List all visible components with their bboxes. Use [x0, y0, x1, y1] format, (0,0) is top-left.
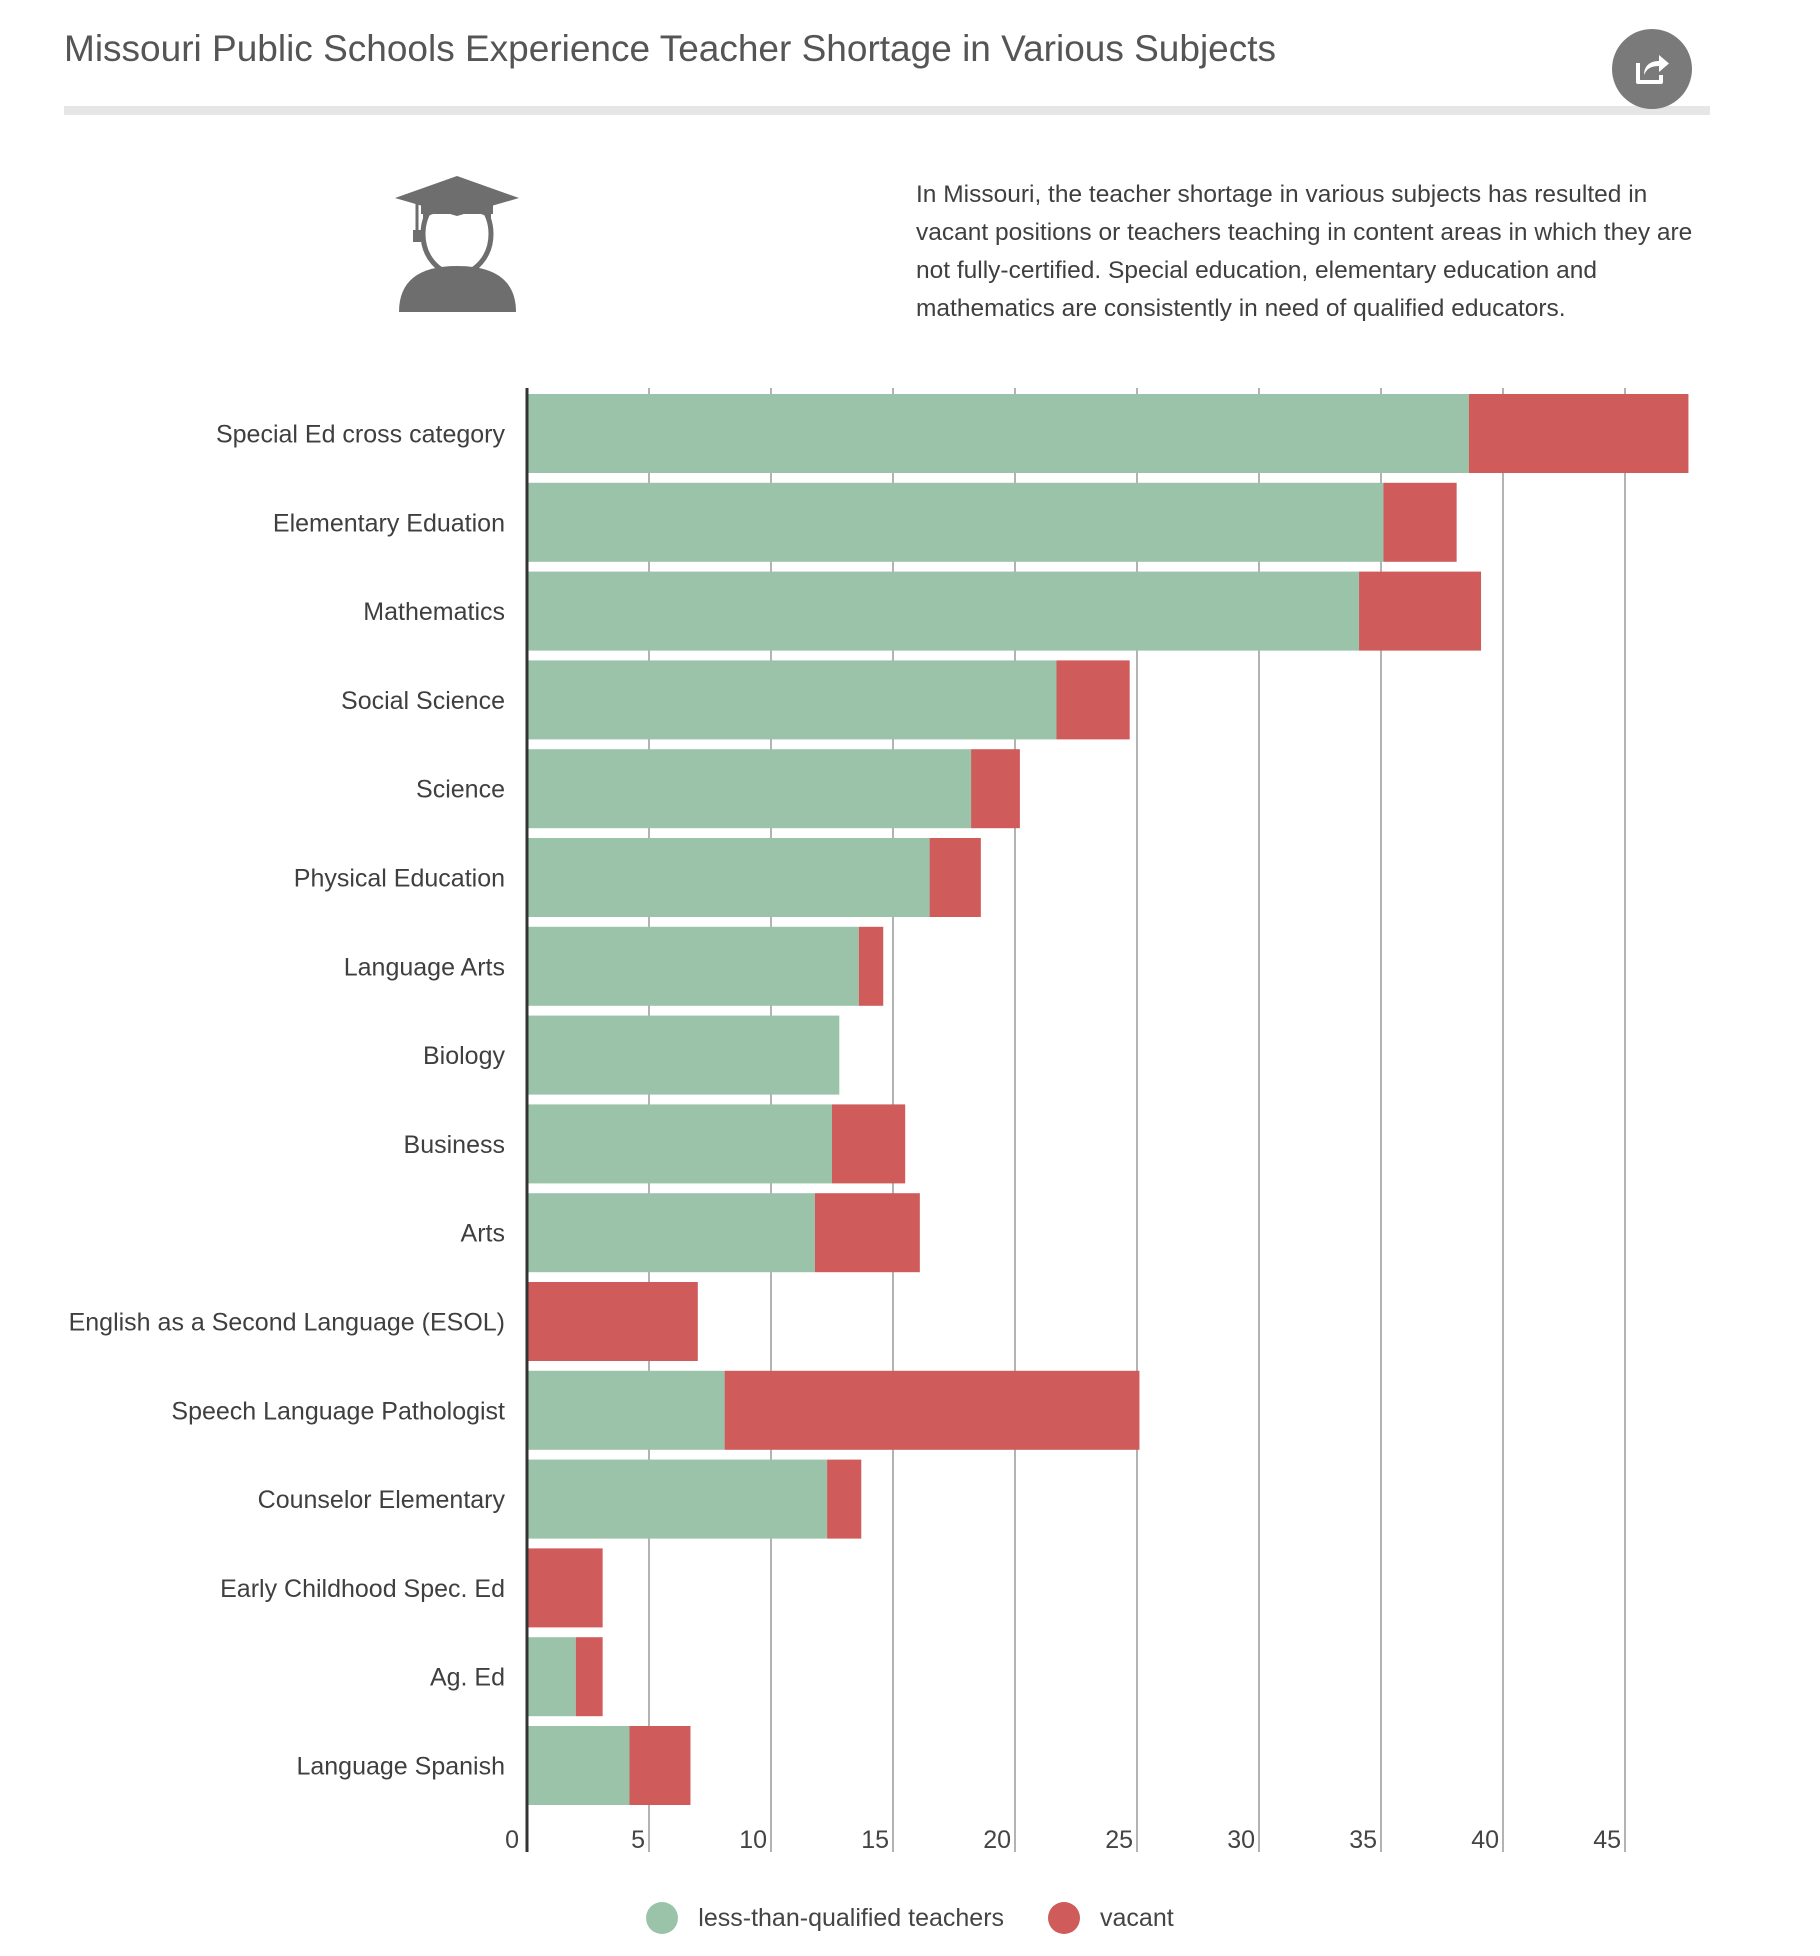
category-label: Counselor Elementary — [258, 1486, 506, 1514]
bar-vacant-14 — [575, 1637, 603, 1717]
bar-qualified-8 — [527, 1104, 832, 1184]
bar-vacant-15 — [629, 1726, 691, 1805]
category-label: Early Childhood Spec. Ed — [220, 1575, 505, 1603]
bar-qualified-1 — [527, 482, 1384, 562]
category-label: Business — [404, 1131, 505, 1159]
category-label: Arts — [461, 1220, 505, 1248]
x-tick-label: 40 — [1471, 1826, 1499, 1854]
bar-vacant-6 — [858, 926, 884, 1006]
x-tick-label: 15 — [861, 1826, 889, 1854]
legend-swatch-vacant — [1048, 1902, 1081, 1934]
x-tick-label: 20 — [983, 1826, 1011, 1854]
legend-item-qualified: less-than-qualified teachers — [646, 1902, 1004, 1934]
bar-qualified-11 — [527, 1370, 725, 1450]
bar-vacant-5 — [929, 838, 981, 917]
legend-label-qualified: less-than-qualified teachers — [698, 1903, 1005, 1932]
category-label: Biology — [423, 1042, 505, 1070]
legend-label-vacant: vacant — [1100, 1903, 1174, 1932]
category-label: English as a Second Language (ESOL) — [69, 1309, 505, 1337]
x-tick-label: 35 — [1349, 1826, 1377, 1854]
x-tick-label: 10 — [739, 1826, 767, 1854]
category-label: Elementary Eduation — [273, 509, 505, 537]
bar-qualified-9 — [527, 1193, 815, 1273]
bar-qualified-15 — [527, 1726, 630, 1805]
chart-legend: less-than-qualified teachers vacant — [0, 1902, 1820, 1934]
bar-qualified-12 — [527, 1459, 828, 1539]
category-label: Speech Language Pathologist — [171, 1397, 505, 1425]
category-label: Science — [416, 776, 505, 804]
x-tick-label: 25 — [1105, 1826, 1133, 1854]
title-divider — [64, 106, 1710, 115]
bar-vacant-12 — [827, 1459, 862, 1539]
bar-vacant-8 — [832, 1104, 906, 1184]
category-label: Language Spanish — [296, 1753, 505, 1781]
graduate-icon — [395, 176, 519, 312]
chart-title: Missouri Public Schools Experience Teach… — [64, 28, 1277, 69]
bar-vacant-2 — [1359, 571, 1482, 651]
bar-qualified-0 — [527, 394, 1469, 473]
bar-vacant-11 — [724, 1370, 1140, 1450]
x-tick-label: 0 — [505, 1826, 519, 1854]
bar-chart: Special Ed cross category Elementary Edua… — [69, 388, 1689, 1854]
x-tick-label: 30 — [1227, 1826, 1255, 1854]
bar-vacant-13 — [527, 1548, 603, 1628]
bar-qualified-7 — [527, 1015, 840, 1095]
x-tick-label: 45 — [1593, 1826, 1621, 1854]
legend-item-vacant: vacant — [1048, 1902, 1174, 1934]
bar-vacant-9 — [814, 1193, 920, 1273]
intro-text: In Missouri, the teacher shortage in var… — [916, 181, 1693, 322]
bar-qualified-4 — [527, 749, 972, 829]
x-tick-label: 5 — [631, 1826, 645, 1854]
category-label: Physical Education — [294, 865, 505, 893]
category-label: Social Science — [341, 687, 505, 715]
share-button[interactable] — [1612, 29, 1692, 109]
category-label: Special Ed cross category — [216, 421, 506, 449]
bar-qualified-3 — [527, 660, 1057, 740]
bar-vacant-3 — [1056, 660, 1130, 740]
bar-vacant-10 — [527, 1282, 698, 1361]
bar-vacant-1 — [1383, 482, 1457, 562]
bar-vacant-4 — [971, 749, 1020, 829]
bar-qualified-14 — [527, 1637, 576, 1717]
bar-qualified-2 — [527, 571, 1360, 651]
category-label: Language Arts — [344, 953, 505, 981]
bar-qualified-5 — [527, 838, 930, 917]
bar-vacant-0 — [1468, 394, 1689, 473]
legend-swatch-qualified — [646, 1902, 679, 1934]
share-icon — [1636, 55, 1669, 84]
category-label: Ag. Ed — [430, 1664, 505, 1692]
bar-qualified-6 — [527, 926, 859, 1006]
category-label: Mathematics — [363, 598, 505, 626]
